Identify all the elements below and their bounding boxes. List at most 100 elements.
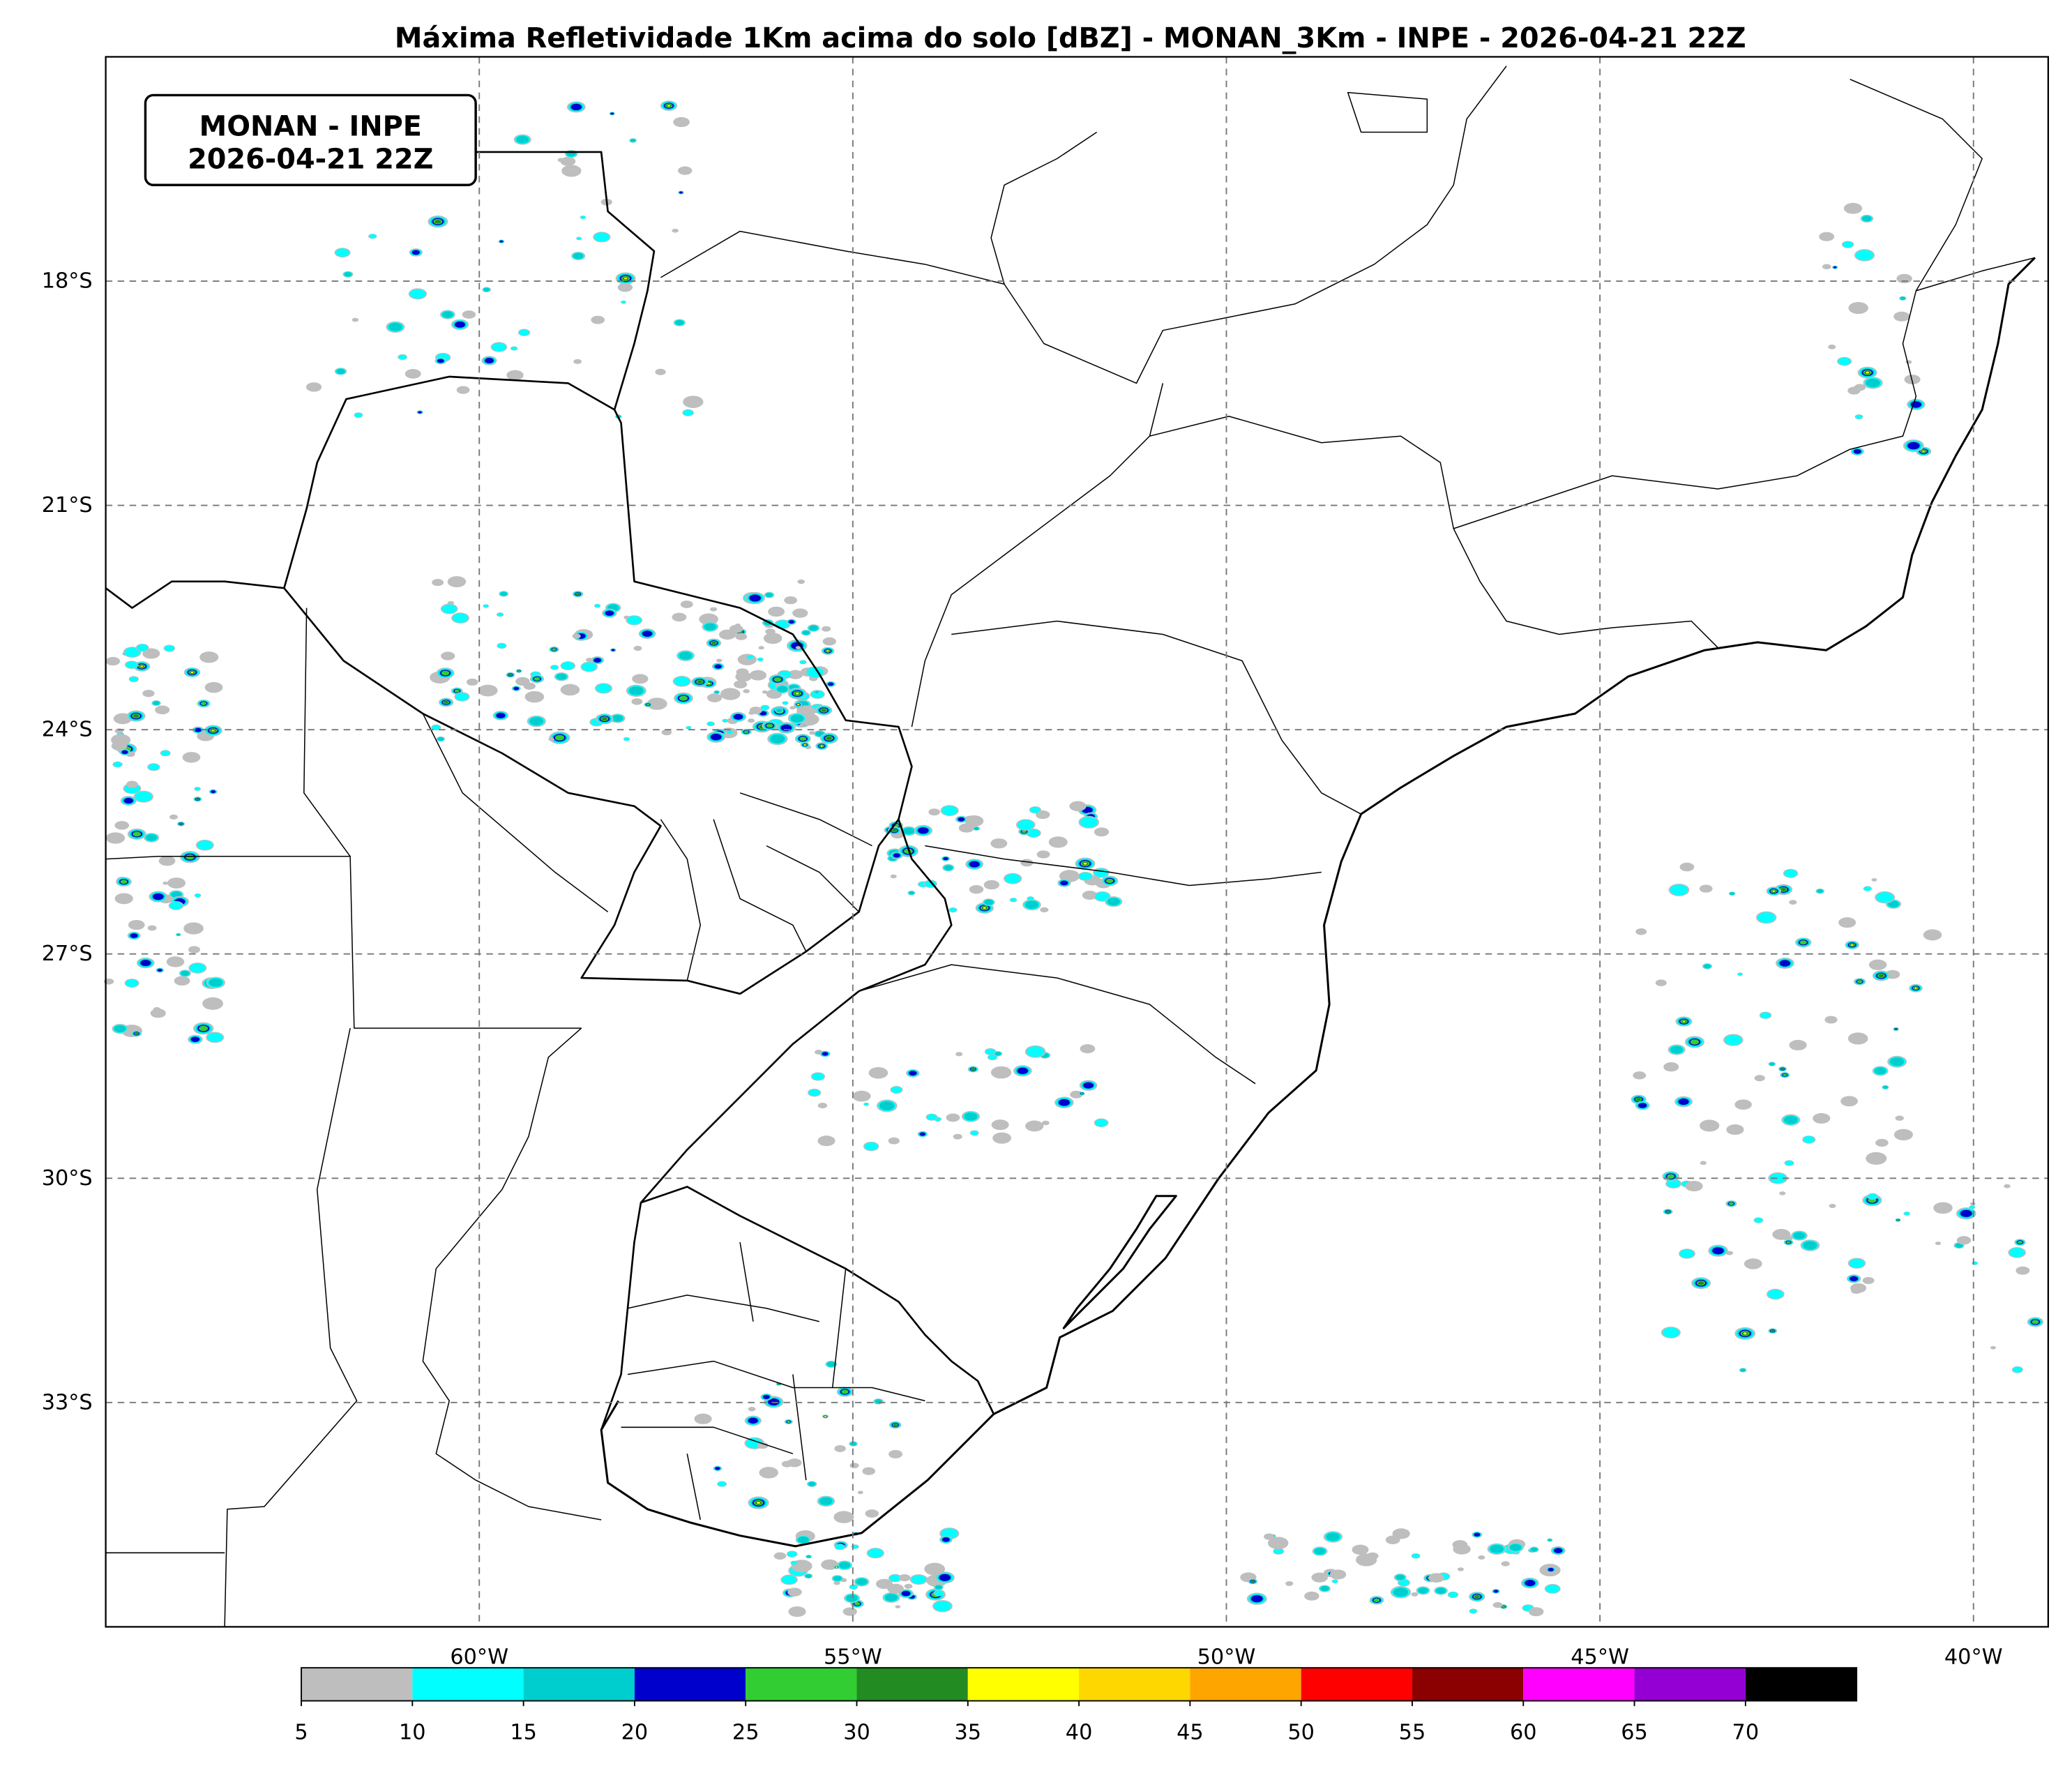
echo — [1311, 1572, 1328, 1583]
echo — [765, 592, 773, 598]
echo — [857, 1491, 863, 1495]
echo — [183, 922, 204, 935]
echo — [305, 382, 322, 392]
echo — [447, 576, 467, 588]
echo — [1635, 928, 1647, 935]
echo — [806, 1555, 811, 1558]
echo — [1743, 1332, 1747, 1335]
echo — [1876, 892, 1894, 903]
echo — [749, 707, 762, 715]
echo — [202, 997, 224, 1010]
echo — [1851, 944, 1854, 946]
echo — [707, 693, 723, 702]
echo — [955, 1052, 963, 1057]
echo — [1017, 1067, 1029, 1074]
echo — [354, 412, 363, 418]
echo — [821, 709, 826, 712]
echo — [409, 289, 426, 299]
echo — [114, 893, 133, 905]
echo — [142, 690, 155, 697]
echo — [1843, 241, 1854, 248]
echo — [1530, 1547, 1538, 1552]
echo — [768, 606, 785, 617]
echo — [1314, 1548, 1326, 1555]
echo — [1373, 1598, 1380, 1603]
echo — [770, 734, 785, 744]
echo — [985, 1048, 996, 1055]
echo — [946, 1113, 960, 1122]
echo — [784, 596, 797, 605]
echo — [483, 604, 489, 608]
label-box — [144, 93, 477, 186]
colorbar-bin — [967, 1668, 1080, 1701]
echo — [1329, 1569, 1347, 1580]
echo — [524, 691, 545, 703]
echo — [782, 1575, 797, 1585]
echo — [133, 714, 139, 718]
lat-tick-label: 30°S — [42, 1166, 93, 1191]
echo — [1094, 882, 1100, 885]
echo — [964, 1112, 978, 1121]
echo — [678, 166, 693, 175]
echo — [492, 342, 506, 352]
echo — [1525, 1580, 1536, 1587]
echo — [2016, 1266, 2030, 1275]
echo — [928, 808, 940, 816]
echo — [787, 1587, 802, 1597]
echo — [176, 933, 181, 936]
echo — [707, 721, 715, 726]
colorbar-bin — [746, 1668, 857, 1701]
echo — [826, 1361, 835, 1367]
echo — [1666, 1179, 1681, 1188]
echo — [1020, 859, 1034, 867]
echo — [113, 762, 122, 767]
province-border — [422, 713, 609, 1521]
colorbar-tick-label: 50 — [1287, 1720, 1315, 1744]
echo — [2017, 1240, 2023, 1244]
echo — [1080, 817, 1098, 828]
echo — [808, 1089, 820, 1096]
echo — [188, 946, 200, 953]
echo — [757, 658, 764, 661]
echo — [513, 686, 520, 691]
echo — [1862, 1276, 1875, 1284]
echo — [195, 893, 201, 898]
plot-frame — [105, 56, 2050, 1628]
echo — [561, 165, 582, 177]
echo — [1890, 1057, 1905, 1066]
echo — [1866, 378, 1880, 388]
echo — [898, 1574, 911, 1582]
echo — [1744, 1258, 1762, 1269]
echo — [1490, 1544, 1504, 1553]
colorbar-tick-label: 65 — [1621, 1720, 1648, 1744]
echo — [1868, 959, 1887, 970]
echo — [1922, 450, 1925, 453]
echo — [624, 278, 627, 280]
echo — [1528, 1607, 1544, 1617]
echo — [796, 693, 799, 695]
echo — [942, 1537, 950, 1542]
echo — [773, 677, 782, 682]
echo — [846, 1594, 858, 1602]
echo — [758, 646, 764, 650]
echo — [679, 695, 688, 701]
echo — [718, 1481, 727, 1487]
echo — [1036, 850, 1050, 859]
echo — [114, 821, 130, 830]
echo — [762, 690, 768, 694]
echo — [1679, 1249, 1695, 1258]
echo — [166, 956, 185, 967]
echo — [1789, 1039, 1807, 1051]
echo — [517, 670, 520, 672]
echo — [1893, 1129, 1913, 1140]
echo — [1670, 884, 1688, 896]
echo — [1803, 1241, 1817, 1250]
colorbar-bin — [1190, 1668, 1301, 1701]
echo — [868, 1548, 884, 1558]
echo — [1799, 940, 1807, 945]
echo — [1866, 1152, 1887, 1165]
echo — [709, 607, 718, 612]
echo — [969, 861, 980, 868]
echo — [1273, 1548, 1283, 1555]
